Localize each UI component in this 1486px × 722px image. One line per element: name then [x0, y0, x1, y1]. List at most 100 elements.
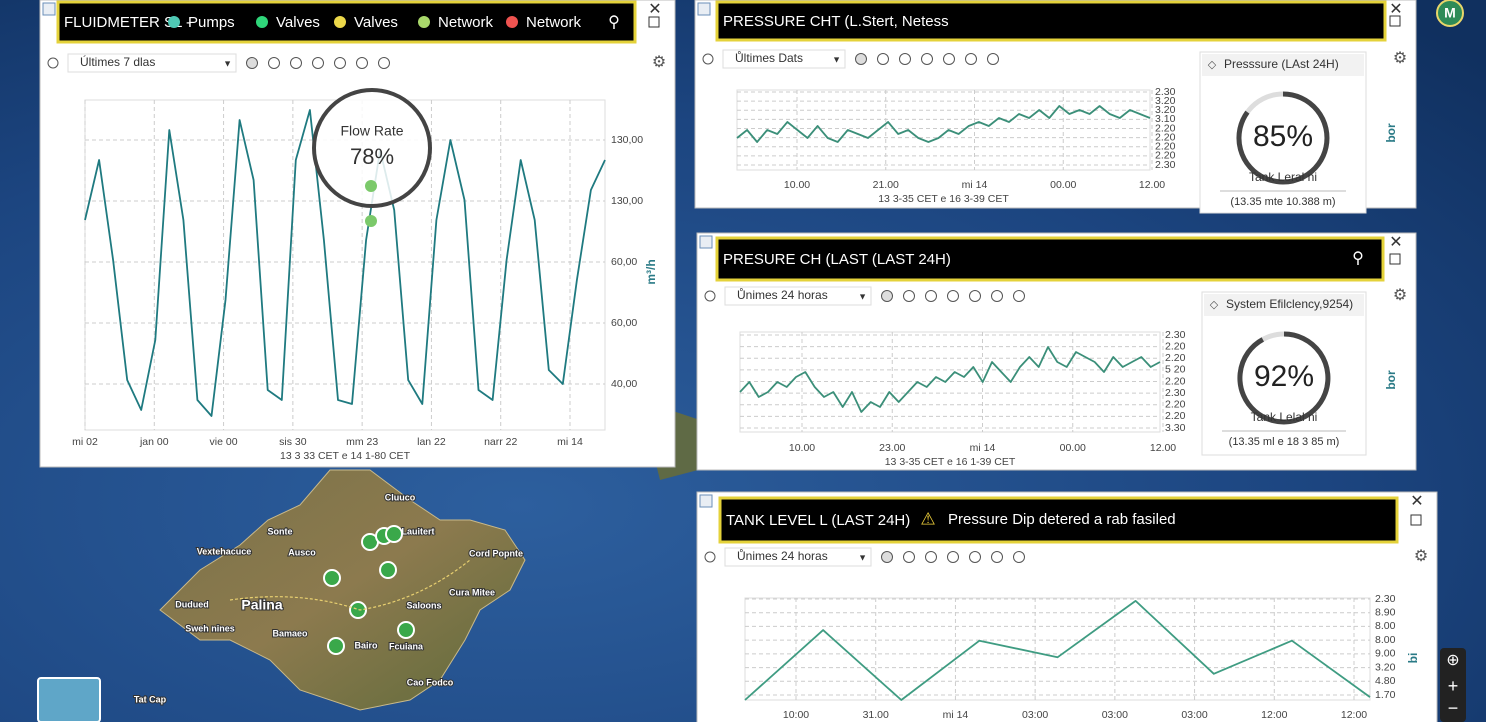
toolbar-icon[interactable]	[704, 551, 716, 563]
toolbar-icon[interactable]	[991, 290, 1003, 302]
close-button[interactable]: ✕	[648, 1, 661, 18]
toolbar-icon[interactable]	[704, 290, 716, 302]
legend-label: Valves	[276, 14, 320, 31]
search-icon[interactable]: ⚲	[1352, 250, 1364, 267]
close-button[interactable]: ✕	[1389, 234, 1402, 251]
gauge-label: Tank Lelal ni	[1251, 410, 1318, 424]
toolbar-icon[interactable]	[702, 53, 714, 65]
toolbar-icon[interactable]	[1013, 290, 1025, 302]
legend-label: Network	[438, 14, 494, 31]
range-select-label[interactable]: Ůnimes 24 horas	[737, 548, 828, 563]
map-thumbnail[interactable]	[37, 677, 101, 722]
toolbar-icon[interactable]	[877, 53, 889, 65]
map-route	[229, 559, 471, 611]
settings-icon[interactable]: ⚙	[1414, 548, 1428, 565]
toolbar-icon[interactable]	[290, 57, 302, 69]
copy-icon[interactable]	[1389, 15, 1401, 27]
close-button[interactable]: ✕	[1389, 1, 1402, 18]
locate-button[interactable]: ⊕	[1446, 652, 1459, 669]
x-tick-label: 31.00	[863, 709, 889, 721]
map-marker[interactable]	[385, 525, 403, 543]
toolbar-icon[interactable]	[246, 57, 258, 69]
settings-icon[interactable]: ⚙	[1393, 50, 1407, 67]
map-marker[interactable]	[323, 569, 341, 587]
toolbar-icon[interactable]	[903, 551, 915, 563]
annotation-dot	[365, 180, 377, 192]
close-button[interactable]: ✕	[1410, 493, 1423, 510]
range-select-label[interactable]: Ůltimes Dats	[735, 50, 803, 65]
copy-icon[interactable]	[1410, 514, 1422, 526]
y-tick-label: 2.30	[1165, 387, 1186, 399]
toolbar-icon[interactable]	[969, 290, 981, 302]
range-select-label[interactable]: Ůnimes 24 horas	[737, 287, 828, 302]
settings-icon[interactable]: ⚙	[652, 54, 666, 71]
range-select[interactable]	[67, 53, 237, 73]
toolbar-icon[interactable]	[925, 551, 937, 563]
toolbar-icon[interactable]	[991, 551, 1003, 563]
gauge-arc	[1236, 91, 1330, 185]
search-icon[interactable]: ⚲	[608, 14, 620, 31]
toolbar-icon[interactable]	[855, 53, 867, 65]
x-tick-label: mi 02	[72, 436, 98, 448]
map-label: Dudued	[175, 599, 209, 609]
toolbar-icon[interactable]	[268, 57, 280, 69]
toolbar-icon[interactable]	[925, 290, 937, 302]
x-tick-label: 12.00	[1150, 442, 1176, 454]
y-tick-label: 1.70	[1375, 689, 1396, 701]
toolbar-icon[interactable]	[899, 53, 911, 65]
toolbar-icon[interactable]	[1013, 551, 1025, 563]
x-tick-label: 03:00	[1181, 709, 1207, 721]
toolbar-icon[interactable]	[965, 53, 977, 65]
toolbar-icon[interactable]	[356, 57, 368, 69]
toolbar-icon[interactable]	[881, 290, 893, 302]
annotation-value: 78%	[350, 144, 394, 169]
copy-icon[interactable]	[1389, 253, 1401, 265]
avatar[interactable]	[1436, 0, 1464, 27]
toolbar-icon[interactable]	[947, 551, 959, 563]
toolbar-icon[interactable]	[312, 57, 324, 69]
map-marker[interactable]	[379, 561, 397, 579]
toolbar-icon[interactable]	[943, 53, 955, 65]
toolbar-icon[interactable]	[987, 53, 999, 65]
y-tick-label: 2.30	[1155, 86, 1176, 98]
x-tick-label: lan 22	[417, 436, 446, 448]
toolbar-icon[interactable]	[921, 53, 933, 65]
toolbar-icon[interactable]	[969, 551, 981, 563]
x-tick-label: 00.00	[1060, 442, 1086, 454]
gauge-value: 92%	[1254, 360, 1314, 393]
zoom-in[interactable]: +	[1448, 676, 1459, 696]
y-tick-label: 130,00	[611, 195, 643, 207]
legend-dot	[506, 16, 518, 28]
y-tick-label: 2.20	[1155, 122, 1176, 134]
range-select[interactable]	[724, 286, 872, 306]
data-line	[736, 105, 1151, 143]
toolbar-icon[interactable]	[881, 551, 893, 563]
range-select[interactable]	[722, 49, 846, 69]
zoom-out[interactable]: −	[1448, 698, 1459, 718]
range-select[interactable]	[724, 547, 872, 567]
map-marker[interactable]	[349, 601, 367, 619]
gauge-icon: ◇	[1208, 59, 1217, 71]
app-icon	[697, 2, 711, 16]
map-label: Cord Popnte	[469, 548, 523, 558]
y-tick-label: 5 20	[1165, 364, 1186, 376]
dropdown-arrow: ▼	[832, 54, 841, 64]
settings-icon[interactable]: ⚙	[1393, 287, 1407, 304]
toolbar-icon[interactable]	[47, 57, 59, 69]
avatar-letter: M	[1444, 5, 1456, 21]
y-tick-label: 3.20	[1155, 104, 1176, 116]
map-marker[interactable]	[397, 621, 415, 639]
legend-dot	[418, 16, 430, 28]
x-tick-label: narr 22	[484, 436, 517, 448]
gauge-title: Presssure (LAst 24H)	[1224, 57, 1339, 71]
copy-icon[interactable]	[648, 16, 660, 28]
toolbar-icon[interactable]	[334, 57, 346, 69]
range-select-label[interactable]: Últimes 7 dlas	[80, 54, 155, 69]
x-tick-label: 12:00	[1341, 709, 1367, 721]
toolbar-icon[interactable]	[947, 290, 959, 302]
y-tick-label: 2.30	[1165, 329, 1186, 341]
toolbar-icon[interactable]	[378, 57, 390, 69]
map-marker[interactable]	[327, 637, 345, 655]
gauge-card	[1201, 291, 1367, 456]
toolbar-icon[interactable]	[903, 290, 915, 302]
